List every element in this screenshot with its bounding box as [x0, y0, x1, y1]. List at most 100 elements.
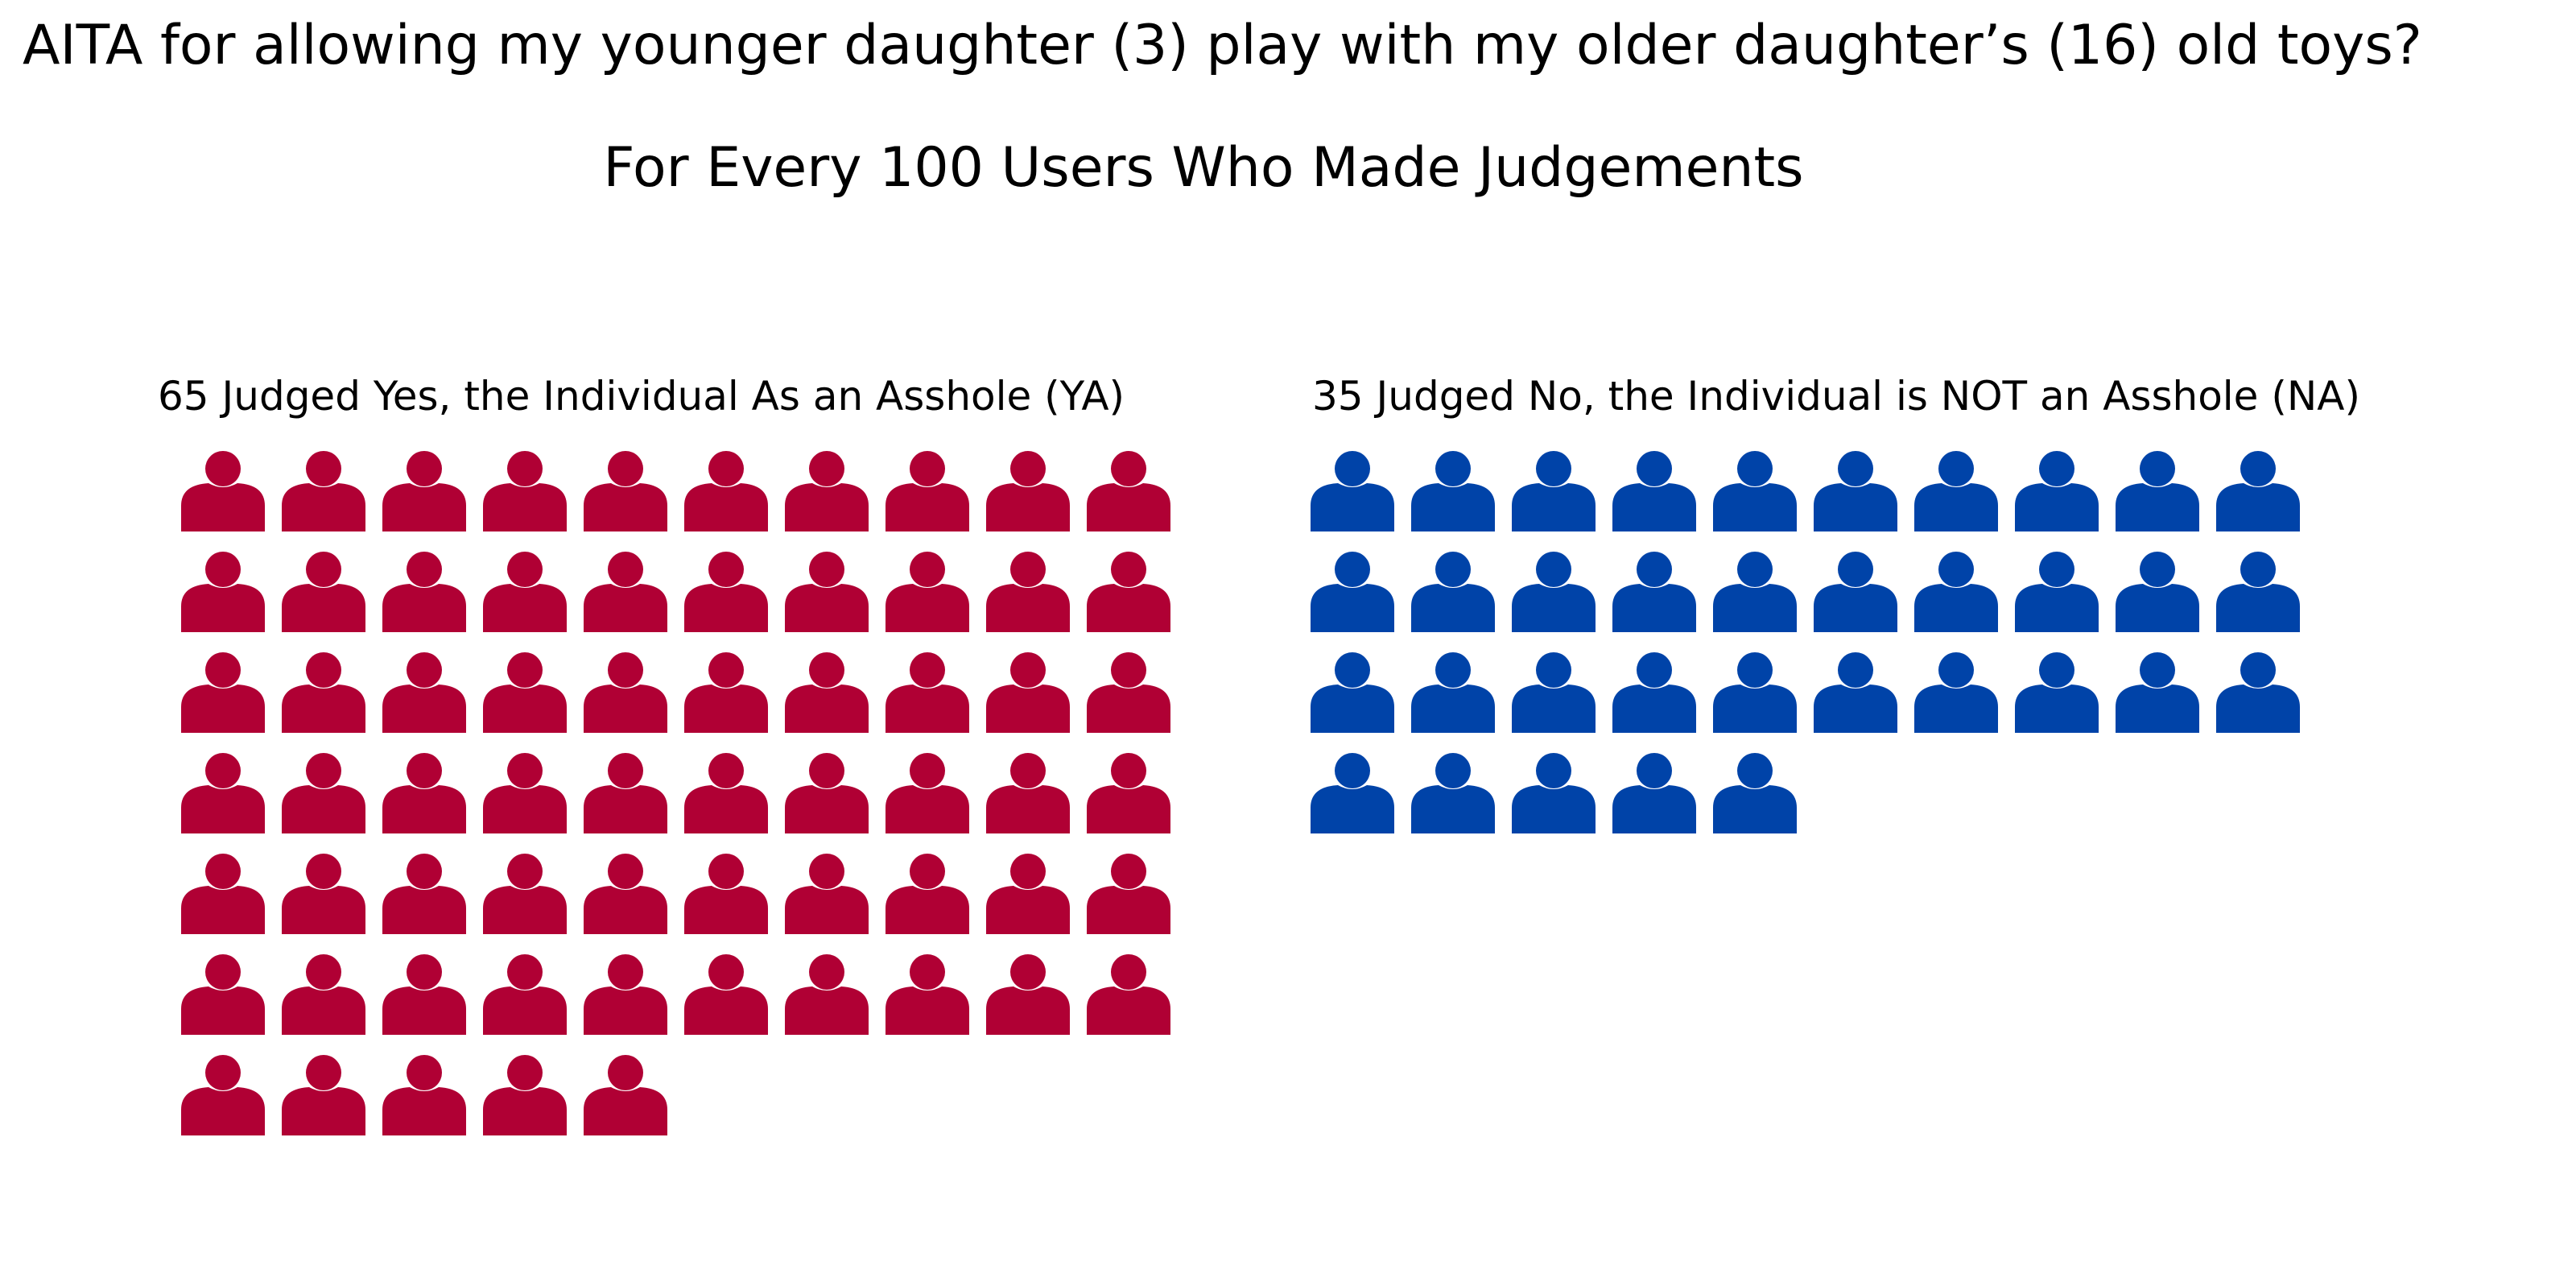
person-icon-ya-28 — [886, 652, 969, 733]
person-icon-ya-59 — [986, 954, 1070, 1035]
panel-title-no: 35 Judged No, the Individual is NOT an A… — [1312, 373, 2360, 420]
person-icon-ya-1 — [181, 451, 265, 531]
person-icon-ya-3 — [382, 451, 466, 531]
person-icon-ya-40 — [1087, 753, 1170, 833]
panel-title-yes: 65 Judged Yes, the Individual As an Assh… — [158, 373, 1125, 420]
person-icon-na-25 — [1713, 652, 1797, 733]
person-icon-ya-25 — [584, 652, 667, 733]
person-icon-ya-32 — [282, 753, 365, 833]
person-icon-na-6 — [1814, 451, 1897, 531]
person-icon-ya-63 — [382, 1055, 466, 1135]
person-icon-ya-19 — [986, 552, 1070, 632]
person-icon-na-11 — [1311, 552, 1394, 632]
person-icon-na-2 — [1411, 451, 1495, 531]
person-icon-ya-4 — [483, 451, 567, 531]
person-icon-ya-36 — [684, 753, 768, 833]
waffle-panel-yes — [181, 451, 1170, 1135]
person-icon-na-22 — [1411, 652, 1495, 733]
person-icon-ya-34 — [483, 753, 567, 833]
person-icon-ya-24 — [483, 652, 567, 733]
person-icon-na-18 — [2015, 552, 2099, 632]
person-icon-ya-57 — [785, 954, 869, 1035]
chart-title: AITA for allowing my younger daughter (3… — [23, 14, 2422, 77]
person-icon-ya-5 — [584, 451, 667, 531]
person-icon-na-29 — [2116, 652, 2199, 733]
person-icon-ya-62 — [282, 1055, 365, 1135]
person-icon-ya-31 — [181, 753, 265, 833]
person-icon-ya-12 — [282, 552, 365, 632]
person-icon-na-21 — [1311, 652, 1394, 733]
person-icon-ya-37 — [785, 753, 869, 833]
person-icon-ya-49 — [986, 854, 1070, 934]
person-icon-na-19 — [2116, 552, 2199, 632]
person-icon-ya-42 — [282, 854, 365, 934]
person-icon-ya-27 — [785, 652, 869, 733]
person-icon-ya-15 — [584, 552, 667, 632]
person-icon-ya-58 — [886, 954, 969, 1035]
person-icon-ya-48 — [886, 854, 969, 934]
person-icon-ya-23 — [382, 652, 466, 733]
person-icon-na-10 — [2216, 451, 2300, 531]
person-icon-ya-39 — [986, 753, 1070, 833]
person-icon-ya-21 — [181, 652, 265, 733]
person-icon-ya-44 — [483, 854, 567, 934]
person-icon-ya-18 — [886, 552, 969, 632]
person-icon-na-20 — [2216, 552, 2300, 632]
person-icon-ya-16 — [684, 552, 768, 632]
person-icon-ya-26 — [684, 652, 768, 733]
person-icon-ya-64 — [483, 1055, 567, 1135]
person-icon-na-26 — [1814, 652, 1897, 733]
person-icon-ya-53 — [382, 954, 466, 1035]
person-icon-na-9 — [2116, 451, 2199, 531]
person-icon-ya-8 — [886, 451, 969, 531]
person-icon-ya-47 — [785, 854, 869, 934]
person-icon-na-5 — [1713, 451, 1797, 531]
person-icon-ya-45 — [584, 854, 667, 934]
person-icon-na-17 — [1914, 552, 1998, 632]
person-icon-na-27 — [1914, 652, 1998, 733]
person-icon-ya-60 — [1087, 954, 1170, 1035]
person-icon-ya-51 — [181, 954, 265, 1035]
person-icon-ya-65 — [584, 1055, 667, 1135]
person-icon-ya-35 — [584, 753, 667, 833]
person-icon-na-1 — [1311, 451, 1394, 531]
person-icon-na-8 — [2015, 451, 2099, 531]
person-icon-na-15 — [1713, 552, 1797, 632]
person-icon-ya-29 — [986, 652, 1070, 733]
chart-subtitle: For Every 100 Users Who Made Judgements — [603, 136, 1804, 200]
person-icon-ya-43 — [382, 854, 466, 934]
person-icon-ya-41 — [181, 854, 265, 934]
person-icon-ya-9 — [986, 451, 1070, 531]
person-icon-ya-2 — [282, 451, 365, 531]
person-icon-na-12 — [1411, 552, 1495, 632]
person-icon-ya-22 — [282, 652, 365, 733]
person-icon-ya-14 — [483, 552, 567, 632]
person-icon-ya-46 — [684, 854, 768, 934]
person-icon-ya-52 — [282, 954, 365, 1035]
person-icon-ya-56 — [684, 954, 768, 1035]
person-icon-ya-33 — [382, 753, 466, 833]
person-icon-ya-38 — [886, 753, 969, 833]
person-icon-ya-30 — [1087, 652, 1170, 733]
person-icon-na-34 — [1612, 753, 1696, 833]
person-icon-ya-50 — [1087, 854, 1170, 934]
person-icon-na-24 — [1612, 652, 1696, 733]
person-icon-na-13 — [1512, 552, 1596, 632]
person-icon-na-16 — [1814, 552, 1897, 632]
person-icon-ya-55 — [584, 954, 667, 1035]
waffle-panel-no — [1311, 451, 2300, 833]
person-icon-na-32 — [1411, 753, 1495, 833]
person-icon-ya-61 — [181, 1055, 265, 1135]
person-icon-na-3 — [1512, 451, 1596, 531]
person-icon-ya-6 — [684, 451, 768, 531]
person-icon-na-7 — [1914, 451, 1998, 531]
person-icon-na-33 — [1512, 753, 1596, 833]
person-icon-ya-13 — [382, 552, 466, 632]
person-icon-na-30 — [2216, 652, 2300, 733]
person-icon-na-31 — [1311, 753, 1394, 833]
person-icon-ya-54 — [483, 954, 567, 1035]
person-icon-na-35 — [1713, 753, 1797, 833]
person-icon-ya-11 — [181, 552, 265, 632]
person-icon-na-28 — [2015, 652, 2099, 733]
